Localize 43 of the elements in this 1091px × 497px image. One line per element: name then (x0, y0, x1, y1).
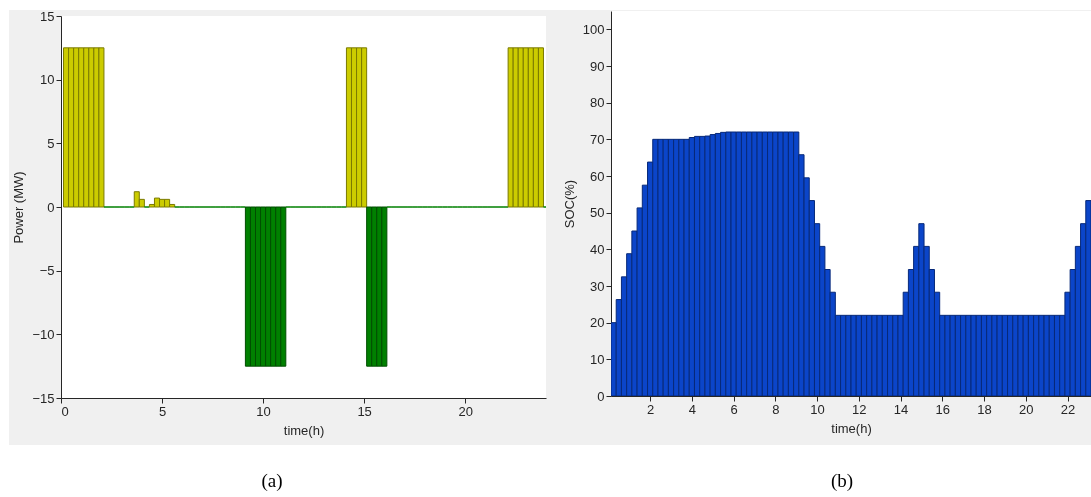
x-tick-label: 2 (647, 401, 655, 417)
x-tick-label: 20 (458, 403, 473, 419)
text: (b) (830, 470, 854, 492)
y-tick-label: 15 (40, 8, 55, 24)
x-tick-label: 12 (852, 401, 867, 417)
y-axis-title: Power (MW) (11, 171, 27, 244)
x-tick-label: 6 (730, 401, 738, 417)
x-tick-label: 22 (1060, 401, 1076, 417)
text: (a) (261, 470, 283, 492)
y-tick-label: 60 (590, 168, 605, 184)
y-tick-label: 10 (40, 72, 55, 88)
y-tick-label: 90 (590, 58, 605, 74)
y-tick-label: −15 (32, 390, 55, 406)
y-tick-label: 0 (597, 388, 605, 404)
bar (153, 197, 161, 208)
x-tick-label: 10 (256, 403, 271, 419)
y-tick-label: 40 (590, 241, 605, 257)
x-tick-label: 0 (61, 403, 69, 419)
y-tick-label: 10 (590, 351, 605, 367)
y-tick-label: 5 (47, 135, 55, 151)
y-tick-label: 30 (590, 278, 605, 294)
x-axis-title: time(h) (831, 420, 872, 436)
y-tick-label: 80 (590, 95, 605, 111)
x-tick-label: 4 (688, 401, 696, 417)
y-tick-label: 0 (47, 199, 55, 215)
y-tick-label: −10 (32, 326, 55, 342)
x-tick-label: 15 (357, 403, 372, 419)
y-axis-title: SOC(%) (561, 179, 577, 229)
y-tick-label: 100 (582, 21, 605, 37)
x-tick-label: 18 (977, 401, 992, 417)
x-tick-label: 14 (893, 401, 909, 417)
x-axis-title: time(h) (283, 422, 325, 438)
x-tick-label: 10 (810, 401, 825, 417)
y-tick-label: 70 (590, 131, 605, 147)
bar (507, 47, 514, 208)
x-tick-label: 20 (1019, 401, 1034, 417)
y-tick-label: −5 (39, 263, 55, 279)
x-tick-label: 5 (158, 403, 167, 419)
x-tick-label: 16 (935, 401, 951, 417)
x-tick-label: 8 (772, 401, 780, 417)
y-tick-label: 50 (590, 205, 605, 221)
y-tick-label: 20 (590, 315, 605, 331)
bar (537, 47, 544, 208)
